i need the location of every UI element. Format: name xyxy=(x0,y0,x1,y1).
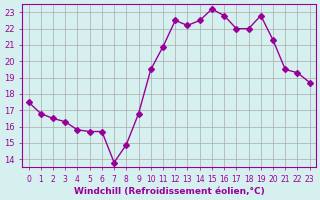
X-axis label: Windchill (Refroidissement éolien,°C): Windchill (Refroidissement éolien,°C) xyxy=(74,187,265,196)
